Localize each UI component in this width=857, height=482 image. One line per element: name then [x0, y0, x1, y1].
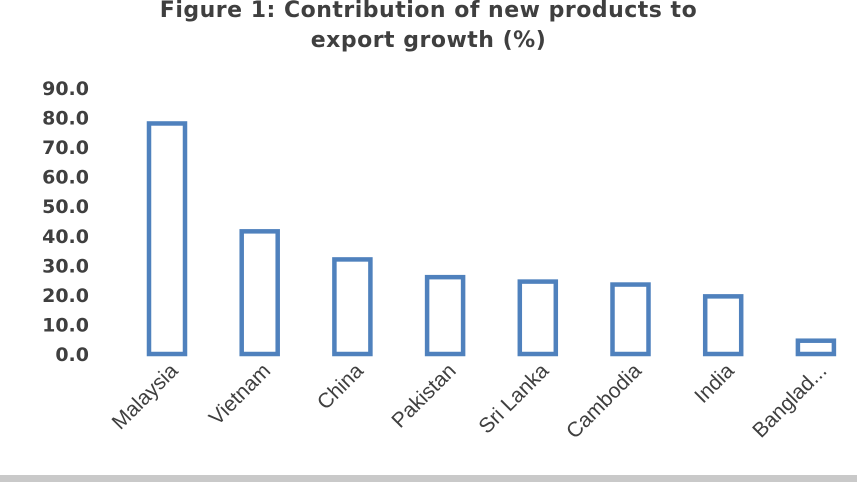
- x-tick-label: Cambodia: [562, 359, 646, 443]
- bar-banglad: [795, 338, 837, 357]
- x-tick-label: Vietnam: [205, 359, 275, 429]
- y-tick-label: 30.0: [42, 255, 89, 277]
- bar-vietnam: [239, 229, 280, 357]
- x-tick-label: Banglad...: [748, 359, 831, 442]
- y-tick-label: 0.0: [55, 344, 89, 366]
- x-tick-label: India: [690, 359, 739, 408]
- y-tick-label: 90.0: [42, 78, 89, 100]
- y-tick-label: 40.0: [42, 226, 89, 248]
- y-tick-label: 70.0: [42, 137, 89, 159]
- y-tick-label: 20.0: [42, 285, 89, 307]
- y-tick-label: 10.0: [42, 314, 89, 336]
- y-axis: 0.0 10.0 20.0 30.0 40.0 50.0 60.0 70.0 80.0 90.0: [42, 78, 89, 366]
- y-tick-label: 80.0: [42, 108, 89, 130]
- chart-title-line2: export growth (%): [310, 28, 547, 53]
- bar-india: [702, 294, 744, 357]
- y-tick-label: 50.0: [42, 196, 89, 218]
- x-tick-label: China: [313, 359, 368, 414]
- y-tick-label: 60.0: [42, 167, 89, 189]
- x-axis: Malaysia Vietnam China Pakistan Sri Lanka Cam…: [108, 359, 832, 443]
- bar-malaysia: [146, 121, 188, 357]
- chart-title-line1: Figure 1: Contribution of new products t…: [159, 0, 698, 23]
- bar-pakistan: [424, 274, 466, 357]
- bar-series: [146, 121, 837, 357]
- x-tick-label: Sri Lanka: [474, 359, 553, 438]
- bar-sri-lanka: [517, 279, 559, 357]
- bar-cambodia: [610, 282, 651, 357]
- x-tick-label: Pakistan: [387, 359, 460, 432]
- x-tick-label: Malaysia: [108, 359, 183, 434]
- bar-china: [332, 257, 373, 357]
